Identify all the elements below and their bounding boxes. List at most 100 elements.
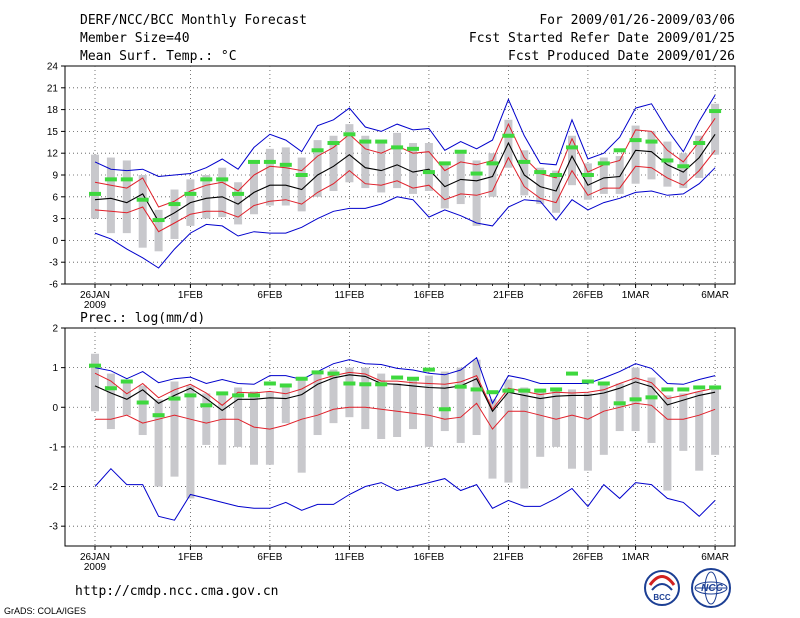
prec-xtick-label-4: 16FEB	[414, 552, 445, 563]
temp-ytick-label-5: 9	[52, 171, 58, 182]
prec-spread-box-28	[536, 391, 545, 457]
temp-spread-box-34	[631, 125, 640, 184]
prec-observed-mark-8	[216, 391, 229, 396]
prec-spread-box-12	[281, 383, 290, 424]
prec-observed-mark-34	[629, 397, 642, 402]
temp-observed-mark-34	[629, 138, 642, 143]
temp-observed-mark-38	[693, 141, 706, 146]
prec-observed-mark-37	[677, 387, 690, 392]
forecast-produced-date: Fcst Produced Date 2009/01/26	[508, 49, 735, 64]
temp-spread-box-4	[154, 209, 163, 252]
temp-spread-box-32	[599, 157, 608, 194]
temp-observed-mark-4	[152, 218, 165, 223]
temp-spread-box-39	[711, 103, 720, 155]
prec-spread-box-21	[424, 375, 433, 447]
prec-spread-box-35	[647, 377, 656, 443]
prec-observed-mark-12	[279, 383, 292, 388]
prec-xtick-label-2: 6FEB	[257, 552, 282, 563]
prec-observed-mark-7	[200, 403, 213, 408]
prec-spread-box-10	[250, 391, 258, 465]
prec-spread-box-9	[234, 387, 243, 447]
temp-spread-box-1	[106, 157, 115, 234]
temp-xtick-label-7: 1MAR	[622, 290, 650, 301]
temp-ytick-label-0: -6	[49, 280, 58, 291]
temp-observed-mark-20	[407, 146, 419, 151]
temp-observed-mark-12	[279, 162, 292, 167]
prec-spread-box-18	[377, 373, 386, 439]
prec-series-ensemble-upper	[94, 371, 716, 411]
prec-observed-mark-15	[327, 371, 340, 376]
prec-spread-box-4	[154, 399, 163, 487]
temp-xtick-label-1: 1FEB	[178, 290, 203, 301]
prec-series-ensemble-min	[94, 467, 716, 521]
prec-spread-box-24	[472, 359, 481, 436]
prec-observed-mark-4	[152, 413, 165, 418]
temperature-panel: -6 -3 0 3 6 9 12 15 18 21 24 26JAN 1FEB 6FEB 11FEB 16FE…	[47, 62, 735, 301]
prec-spread-box-20	[409, 377, 417, 430]
prec-spread-box-29	[552, 389, 561, 447]
prec-observed-mark-36	[661, 387, 674, 392]
prec-spread-box-39	[711, 385, 720, 455]
temp-xtick-label-4: 16FEB	[414, 290, 445, 301]
bcc-logo-text: BCC	[653, 593, 671, 602]
year-label-top: 2009	[84, 300, 107, 311]
precipitation-panel: -3 -2 -1 0 1 2 26JAN 1FEB 6FEB 11FEB 16FEB 21FEB 26F…	[49, 324, 735, 563]
temp-ytick-label-9: 21	[47, 83, 59, 94]
temp-observed-mark-14	[311, 148, 324, 153]
variable-label: Mean Surf. Temp.: °C	[80, 49, 237, 64]
prec-observed-mark-33	[613, 401, 626, 406]
prec-observed-mark-38	[693, 385, 706, 390]
temp-spread-box-8	[218, 167, 227, 218]
temp-observed-mark-27	[518, 159, 531, 164]
temp-observed-mark-17	[359, 139, 372, 144]
prec-observed-mark-21	[422, 367, 435, 372]
prec-observed-mark-18	[375, 382, 388, 387]
temp-ytick-label-7: 15	[47, 127, 59, 138]
temp-observed-mark-29	[550, 173, 563, 177]
prec-observed-mark-6	[184, 393, 197, 398]
prec-observed-mark-19	[391, 375, 404, 380]
prec-observed-mark-29	[550, 387, 563, 392]
prec-observed-mark-5	[168, 396, 181, 401]
temp-spread-box-14	[313, 140, 322, 197]
prec-spread-box-5	[170, 381, 179, 477]
temp-xtick-label-8: 6MAR	[701, 290, 729, 301]
prec-observed-mark-2	[120, 379, 133, 384]
temp-xtick-label-2: 6FEB	[257, 290, 282, 301]
source-url[interactable]: http://cmdp.ncc.cma.gov.cn	[75, 584, 279, 599]
prec-spread-box-30	[568, 389, 576, 469]
prec-observed-mark-24	[470, 387, 483, 392]
temp-spread-box-15	[329, 135, 338, 191]
prec-observed-mark-26	[502, 388, 515, 393]
prec-spread-box-36	[663, 395, 672, 491]
temp-spread-box-30	[568, 135, 576, 186]
temp-series-ensemble-lower	[94, 149, 716, 233]
temp-spread-box-33	[615, 156, 624, 194]
prec-spread-box-8	[218, 395, 227, 465]
prec-spread-box-0	[91, 353, 99, 412]
temp-spread-box-35	[647, 131, 656, 180]
prec-observed-mark-13	[295, 376, 308, 381]
prec-xtick-label-7: 1MAR	[622, 552, 650, 563]
prec-spread-box-31	[583, 393, 592, 471]
prec-spread-box-19	[393, 383, 402, 437]
temp-observed-mark-5	[168, 202, 181, 207]
temp-spread-box-37	[679, 153, 688, 189]
prec-spread-box-14	[313, 373, 322, 436]
temp-spread-box-2	[122, 160, 131, 234]
prec-observed-mark-23	[454, 384, 467, 389]
temp-observed-mark-32	[597, 161, 610, 166]
forecast-started-date: Fcst Started Refer Date 2009/01/25	[469, 31, 735, 46]
prec-spread-box-32	[599, 385, 608, 455]
prec-series-ensemble-lower	[95, 402, 716, 430]
temp-observed-mark-2	[120, 177, 133, 182]
prec-observed-mark-30	[566, 371, 578, 376]
temp-observed-mark-28	[534, 170, 547, 175]
temp-observed-mark-11	[263, 159, 276, 164]
prec-observed-mark-9	[232, 393, 245, 398]
temp-spread-box-17	[361, 135, 370, 189]
temp-observed-mark-36	[661, 158, 674, 163]
temp-ytick-label-8: 18	[47, 105, 59, 116]
prec-xtick-label-0: 26JAN	[80, 552, 110, 563]
